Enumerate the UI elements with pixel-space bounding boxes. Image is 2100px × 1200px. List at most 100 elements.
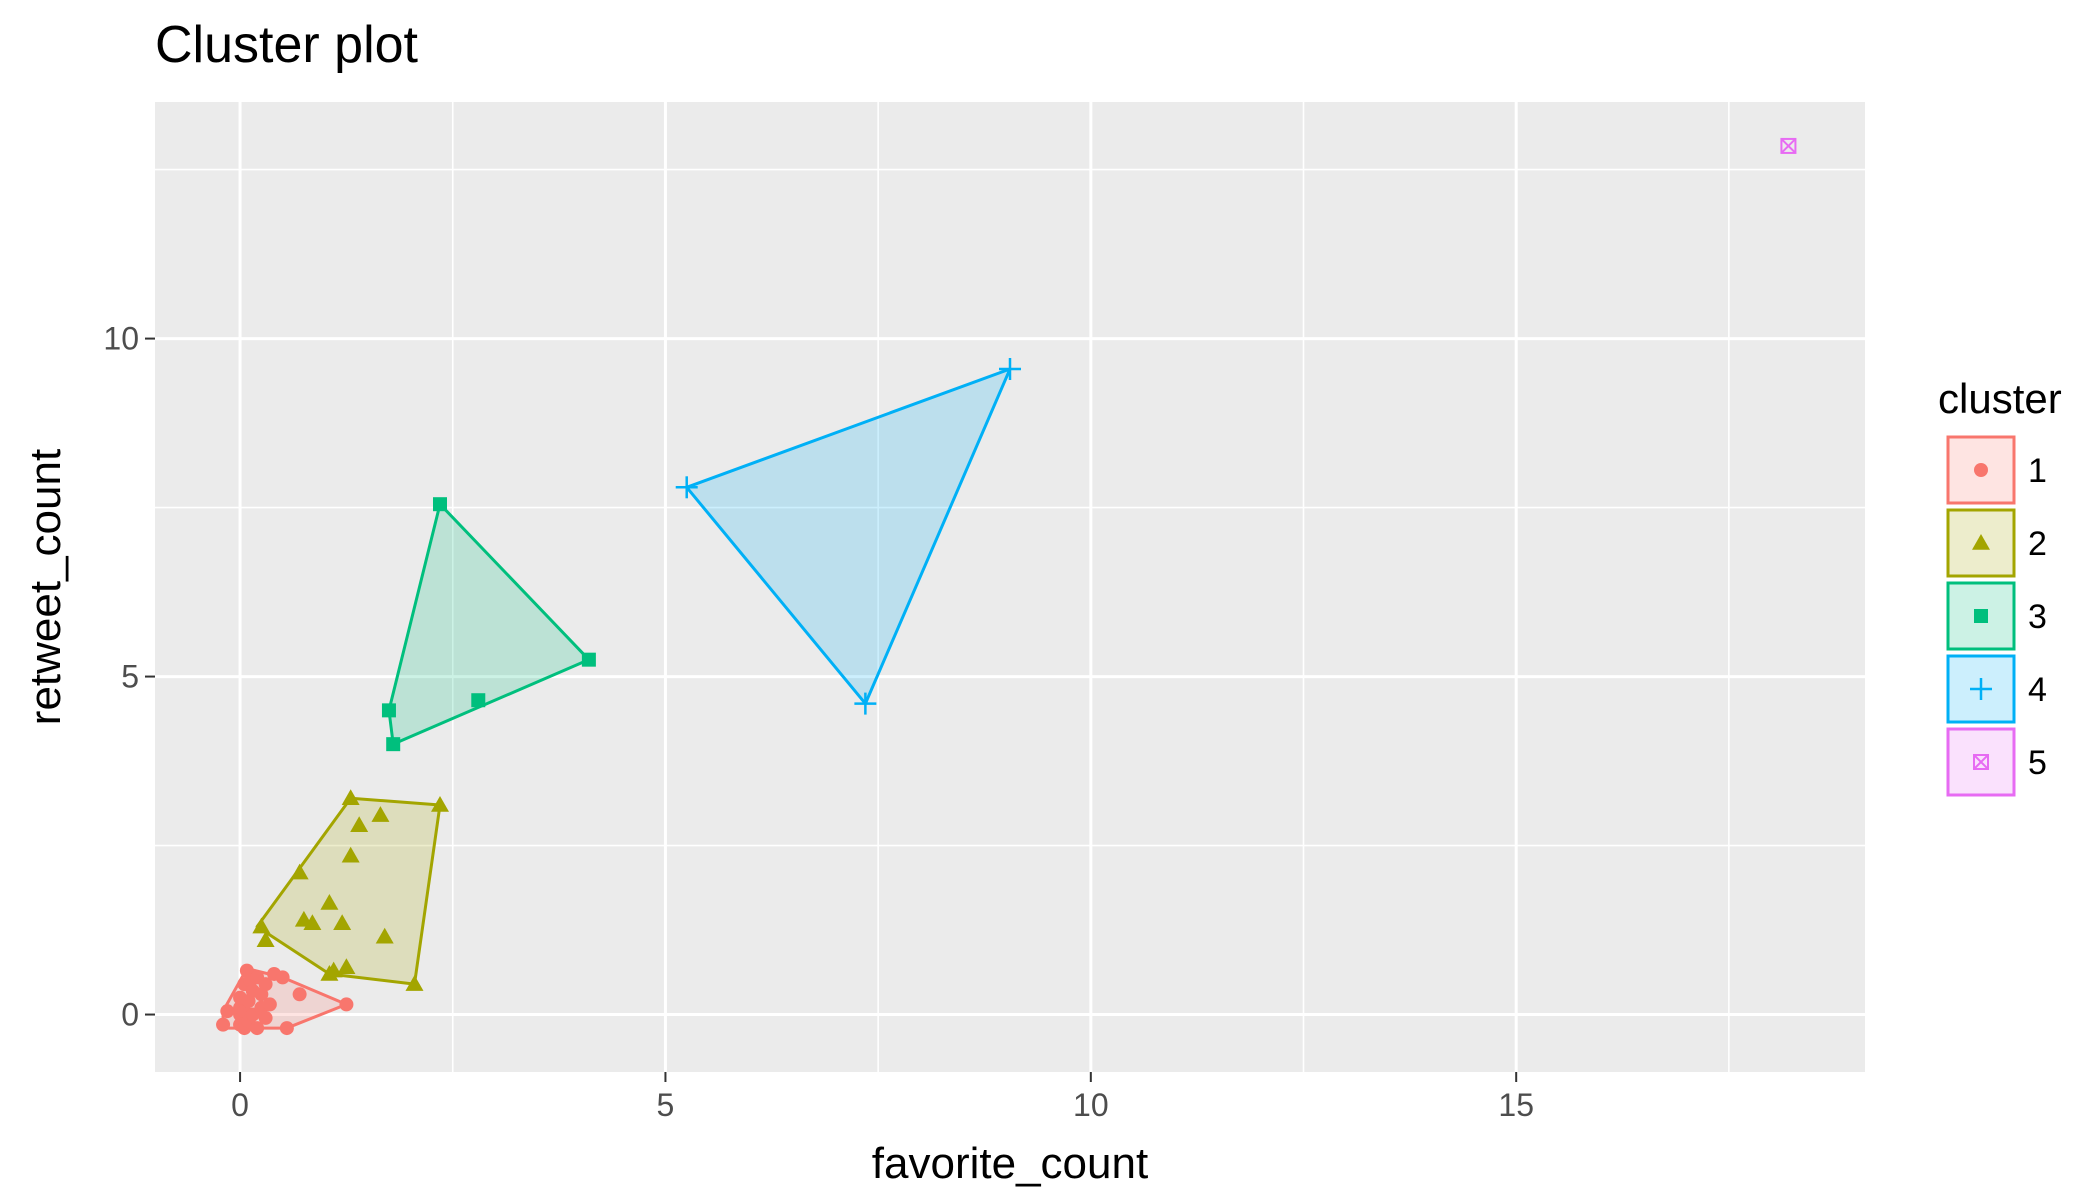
data-point	[258, 1010, 273, 1025]
legend-label: 5	[2028, 744, 2047, 782]
data-point	[341, 789, 360, 805]
data-point	[220, 1004, 235, 1019]
data-point	[1780, 137, 1797, 154]
legend: cluster 1 2 3 4 5	[1938, 375, 2062, 797]
point-circle	[1974, 463, 1988, 477]
grid-major	[155, 102, 1865, 1072]
point-triangle	[320, 964, 339, 981]
point-circle	[339, 997, 354, 1012]
point-triangle	[256, 931, 275, 947]
chart-title: Cluster plot	[155, 16, 419, 74]
legend-item-2: 2	[1946, 508, 2047, 578]
legend-label: 1	[2028, 452, 2047, 490]
data-point	[320, 894, 339, 910]
point-triangle	[375, 927, 394, 944]
data-point	[341, 846, 360, 863]
point-square	[386, 737, 401, 752]
data-point	[337, 958, 356, 974]
data-point	[471, 693, 486, 708]
data-point	[216, 1017, 231, 1032]
data-point	[250, 1021, 265, 1036]
legend-label: 3	[2028, 598, 2047, 636]
series-cluster-3	[381, 497, 596, 752]
data-points	[216, 137, 1797, 1036]
data-point	[581, 652, 596, 667]
point-circle	[279, 1021, 294, 1036]
point-square	[581, 652, 596, 667]
data-point	[262, 997, 277, 1012]
x-tick-label: 10	[1073, 1087, 1109, 1123]
legend-item-3: 3	[1946, 581, 2047, 651]
data-point	[252, 917, 271, 934]
data-point	[303, 914, 322, 931]
legend-key-marker	[1973, 754, 1989, 770]
data-point	[290, 863, 309, 880]
point-triangle	[333, 914, 352, 931]
data-point	[375, 927, 394, 944]
point-cross-b	[1780, 138, 1797, 154]
point-circle	[258, 977, 273, 992]
legend-key-marker	[1974, 609, 1988, 623]
data-point	[258, 977, 273, 992]
data-point	[339, 997, 354, 1012]
x-tick-label: 0	[231, 1087, 249, 1123]
point-circle	[220, 1004, 235, 1019]
data-point	[350, 816, 369, 833]
y-axis-title: retweet_count	[21, 449, 70, 725]
point-square-outline	[1780, 137, 1797, 154]
point-circle	[292, 987, 307, 1002]
data-point	[275, 970, 290, 985]
point-circle	[216, 1017, 231, 1032]
point-triangle	[290, 863, 309, 880]
data-point	[431, 795, 449, 812]
data-point	[675, 476, 698, 499]
y-axis-ticks: 0 5 10	[103, 321, 155, 1033]
plot-panel	[155, 102, 1865, 1072]
point-triangle	[252, 917, 271, 934]
data-point	[320, 964, 339, 981]
legend-item-1: 1	[1946, 435, 2047, 505]
x-axis-ticks: 0 5 10 15	[231, 1072, 1534, 1123]
point-triangle	[431, 795, 449, 812]
data-point	[279, 1021, 294, 1036]
data-point	[405, 975, 424, 991]
point-square	[381, 703, 396, 718]
legend-item-4: 4	[1946, 654, 2047, 724]
data-point	[433, 497, 447, 512]
legend-key-box	[1946, 508, 2016, 578]
point-square	[471, 693, 486, 708]
legend-label: 4	[2028, 671, 2047, 709]
point-square-outline	[1973, 754, 1989, 770]
data-point	[999, 358, 1021, 381]
point-triangle	[1972, 534, 1990, 550]
series-cluster-2	[252, 789, 449, 991]
x-axis-title: favorite_count	[872, 1139, 1148, 1188]
grid-minor	[155, 102, 1865, 1072]
series-cluster-5	[1780, 137, 1797, 154]
point-square	[433, 497, 447, 512]
point-square	[1974, 609, 1988, 623]
point-triangle	[303, 914, 322, 931]
legend-item-5: 5	[1946, 727, 2047, 797]
y-tick-label: 5	[121, 659, 139, 695]
legend-items: 1 2 3 4 5	[1946, 435, 2047, 797]
point-triangle	[350, 816, 369, 833]
data-point	[371, 806, 390, 822]
point-triangle	[371, 806, 390, 822]
point-circle	[258, 1010, 273, 1025]
series-cluster-1	[216, 963, 354, 1036]
point-circle	[275, 970, 290, 985]
data-point	[854, 692, 877, 715]
legend-title: cluster	[1938, 375, 2062, 422]
point-triangle	[341, 846, 360, 863]
x-tick-label: 15	[1498, 1087, 1534, 1123]
data-point	[381, 703, 396, 718]
hull-cluster-4	[685, 367, 1012, 706]
legend-key-marker	[1970, 678, 1992, 700]
y-tick-label: 10	[103, 321, 139, 357]
data-point	[292, 987, 307, 1002]
hull-cluster-2	[255, 796, 442, 986]
legend-key-marker	[1974, 463, 1988, 477]
